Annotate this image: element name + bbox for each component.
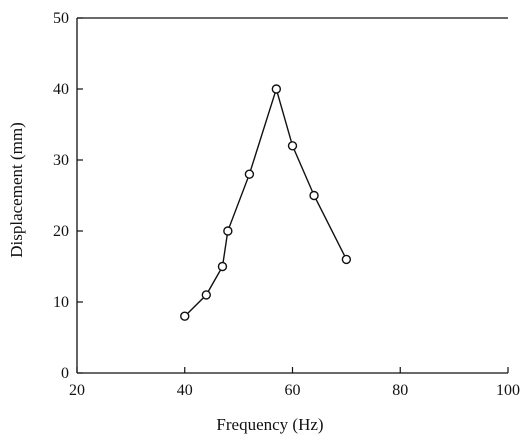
data-point xyxy=(287,141,298,151)
data-point xyxy=(201,290,212,300)
y-tick-label: 10 xyxy=(53,294,69,311)
data-point xyxy=(217,261,228,272)
series-layer xyxy=(180,84,352,321)
series-line xyxy=(184,86,348,317)
data-point xyxy=(223,226,233,236)
data-point xyxy=(180,311,190,321)
y-tick-label: 0 xyxy=(61,365,69,382)
y-tick-label: 30 xyxy=(53,152,69,169)
data-point xyxy=(309,190,319,201)
axes: 20 40 60 80 100 0 10 20 30 40 50 xyxy=(53,10,520,399)
y-tick-label: 50 xyxy=(53,10,69,27)
x-tick-label: 40 xyxy=(177,382,193,399)
x-axis-label: Frequency (Hz) xyxy=(216,415,323,434)
data-point xyxy=(341,254,352,265)
x-tick-label: 80 xyxy=(392,382,408,399)
x-tick-label: 60 xyxy=(285,382,301,399)
x-tick-label: 100 xyxy=(496,382,520,399)
x-tick-label: 20 xyxy=(69,382,85,399)
y-axis-label: Displacement (mm) xyxy=(7,122,26,258)
y-tick-label: 20 xyxy=(53,223,69,240)
data-point xyxy=(244,169,255,179)
y-tick-label: 40 xyxy=(53,81,69,98)
data-point xyxy=(271,84,282,94)
